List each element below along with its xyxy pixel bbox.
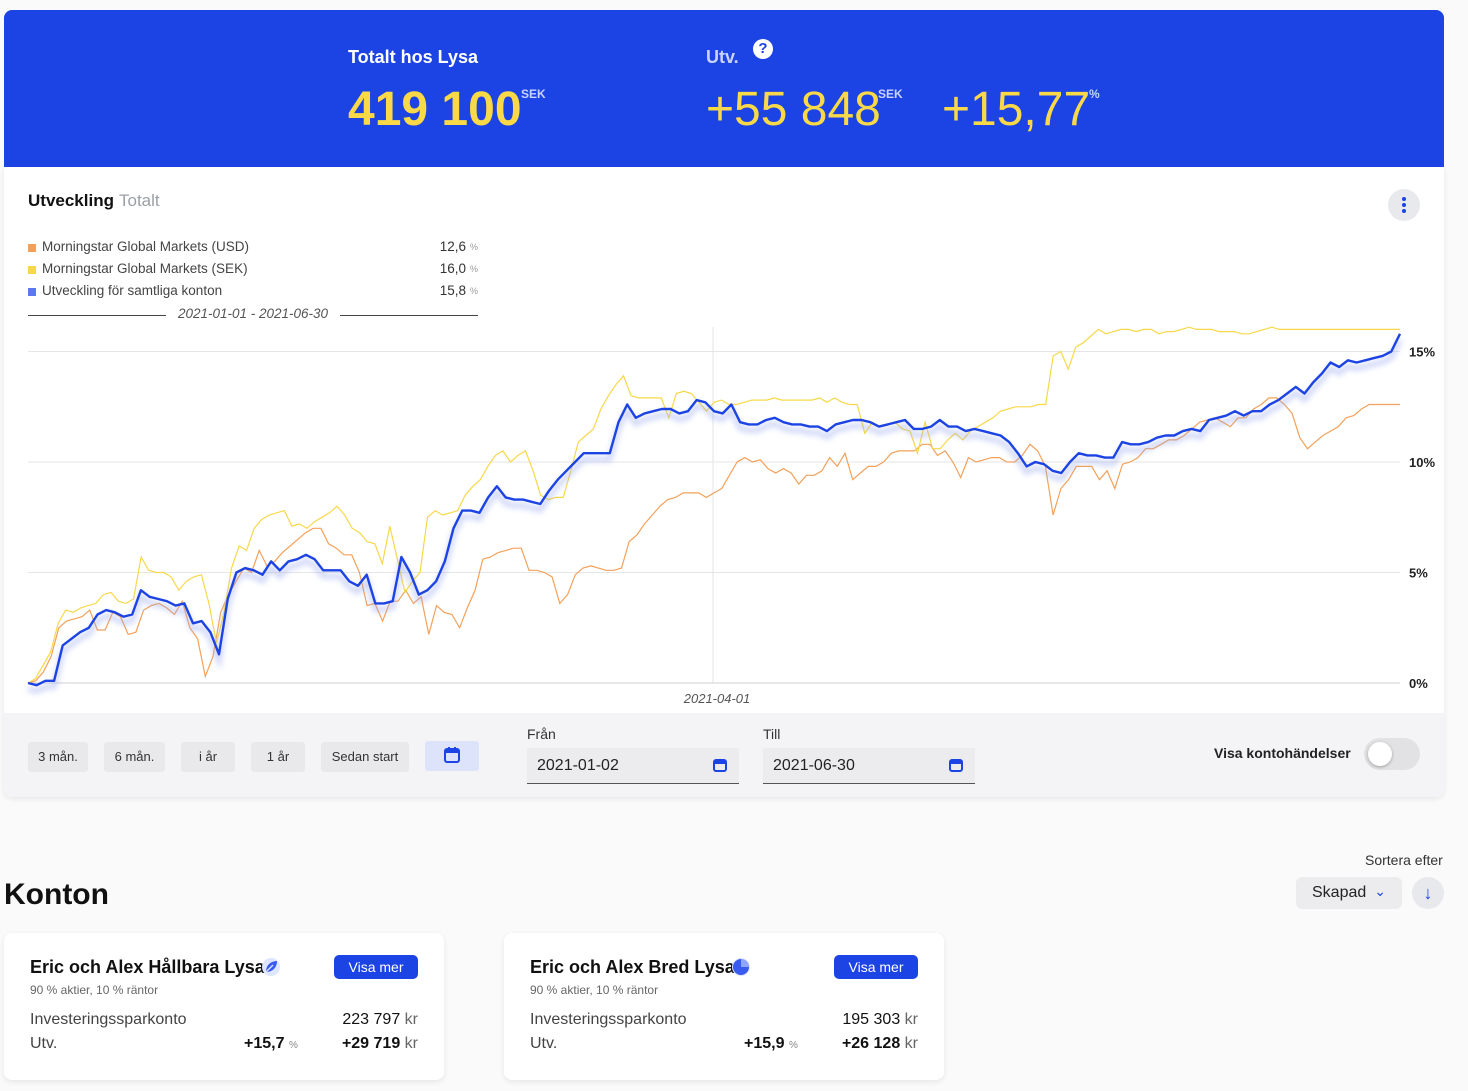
y-tick-label: 5% [1409, 566, 1428, 581]
sort-label: Sortera efter [1365, 852, 1443, 868]
account-name: Eric och Alex Bred Lysa [530, 957, 735, 977]
legend-unit: % [469, 264, 478, 274]
period-since-start-button[interactable]: Sedan start [321, 742, 409, 772]
account-type: Investeringssparkonto [530, 1011, 687, 1028]
account-allocation: 90 % aktier, 10 % räntor [30, 983, 159, 997]
total-label: Totalt hos Lysa [348, 47, 479, 67]
account-dev-value: +26 128 kr [841, 1035, 918, 1052]
development-percent: +15,77 [942, 83, 1091, 136]
x-marker-label: 2021-04-01 [683, 691, 751, 706]
legend-value: 16,0 [439, 261, 466, 276]
legend-unit: % [469, 286, 478, 296]
more-options-button[interactable] [1388, 189, 1420, 221]
y-tick-label: 0% [1409, 676, 1428, 691]
from-label: Från [527, 726, 556, 742]
period-ytd-button[interactable]: i år [181, 742, 235, 772]
account-total: 195 303 kr [842, 1011, 918, 1028]
legend-name: Morningstar Global Markets (USD) [42, 239, 250, 254]
legend-unit: % [469, 242, 478, 252]
y-tick-label: 10% [1409, 455, 1435, 470]
to-date-field[interactable]: 2021-06-30 [763, 748, 975, 784]
to-label: Till [763, 726, 781, 742]
legend-item: Morningstar Global Markets (USD) 12,6 % [28, 239, 478, 261]
chevron-down-icon: ⌄ [1374, 883, 1386, 899]
accounts-title: Konton [4, 878, 109, 911]
period-6m-button[interactable]: 6 mån. [104, 742, 165, 772]
account-card[interactable]: Eric och Alex Bred Lysa 90 % aktier, 10 … [504, 933, 944, 1080]
development-unit: SEK [878, 87, 903, 101]
development-label: Utv. [706, 47, 739, 67]
summary-banner: Totalt hos Lysa 419 100 SEK Utv. ? +55 8… [4, 10, 1444, 167]
sort-select[interactable]: Skapad ⌄ [1296, 877, 1402, 909]
legend-name: Utveckling för samtliga konton [42, 283, 223, 298]
account-dev-value: +29 719 kr [341, 1035, 418, 1052]
account-allocation: 90 % aktier, 10 % räntor [530, 983, 659, 997]
leaf-icon [262, 958, 280, 976]
development-chart[interactable]: 0% 5% 10% 15% 2021-04-01 [4, 167, 1444, 713]
development-card: Utveckling Totalt Morningstar Global Mar… [4, 167, 1444, 797]
from-date-value: 2021-01-02 [537, 757, 619, 774]
account-name: Eric och Alex Hållbara Lysa [30, 957, 265, 977]
arrow-down-icon: ↓ [1423, 883, 1433, 903]
development-value: +55 848 [706, 83, 881, 136]
period-3m-button[interactable]: 3 mån. [28, 742, 88, 772]
total-value: 419 100 [348, 83, 522, 136]
series-line-total [27, 333, 1402, 687]
legend-value: 12,6 [439, 239, 466, 254]
legend-value: 15,8 [439, 283, 466, 298]
legend-name: Morningstar Global Markets (SEK) [42, 261, 248, 276]
account-total: 223 797 kr [342, 1011, 418, 1028]
chart-subtitle: Totalt [119, 191, 160, 210]
custom-period-button[interactable] [425, 741, 479, 771]
period-1y-button[interactable]: 1 år [251, 742, 305, 772]
legend-swatch [28, 244, 36, 252]
account-events-toggle[interactable] [1364, 738, 1420, 770]
toggle-knob [1368, 742, 1392, 766]
show-more-button[interactable]: Visa mer [834, 955, 918, 979]
account-dev-label: Utv. [30, 1035, 58, 1052]
account-events-label: Visa kontohändelser [1214, 745, 1351, 761]
help-icon[interactable]: ? [753, 39, 773, 59]
chart-controls: 3 mån. 6 mån. i år 1 år Sedan start Från… [4, 713, 1444, 797]
series-line-sek [27, 326, 1400, 684]
legend-swatch [28, 288, 36, 296]
to-date-value: 2021-06-30 [773, 757, 855, 774]
total-unit: SEK [521, 87, 546, 101]
account-type: Investeringssparkonto [30, 1011, 187, 1028]
y-tick-label: 15% [1409, 345, 1435, 360]
development-percent-unit: % [1089, 87, 1100, 101]
series-line-usd [27, 397, 1400, 684]
chart-title: Utveckling [28, 191, 114, 210]
chart-legend: Morningstar Global Markets (USD) 12,6 % … [28, 239, 478, 305]
sort-direction-button[interactable]: ↓ [1412, 877, 1444, 909]
sort-value: Skapad [1312, 884, 1367, 901]
account-dev-label: Utv. [530, 1035, 558, 1052]
account-dev-percent: +15,7 % [244, 1035, 298, 1052]
account-card[interactable]: Eric och Alex Hållbara Lysa 90 % aktier,… [4, 933, 444, 1080]
show-more-button[interactable]: Visa mer [334, 955, 418, 979]
globe-icon [732, 958, 750, 976]
account-dev-percent: +15,9 % [744, 1035, 798, 1052]
legend-item: Utveckling för samtliga konton 15,8 % [28, 283, 478, 305]
calendar-icon[interactable] [713, 758, 727, 772]
date-range-label: 2021-01-01 - 2021-06-30 [28, 306, 478, 324]
legend-item: Morningstar Global Markets (SEK) 16,0 % [28, 261, 478, 283]
calendar-icon[interactable] [949, 758, 963, 772]
from-date-field[interactable]: 2021-01-02 [527, 748, 739, 784]
calendar-icon [444, 747, 460, 763]
series-line-shadow [27, 338, 1403, 694]
legend-swatch [28, 266, 36, 274]
